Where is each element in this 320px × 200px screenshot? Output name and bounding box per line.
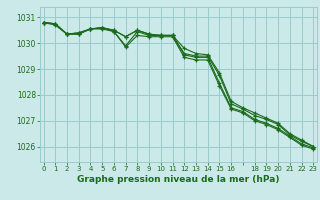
X-axis label: Graphe pression niveau de la mer (hPa): Graphe pression niveau de la mer (hPa) [77,175,280,184]
